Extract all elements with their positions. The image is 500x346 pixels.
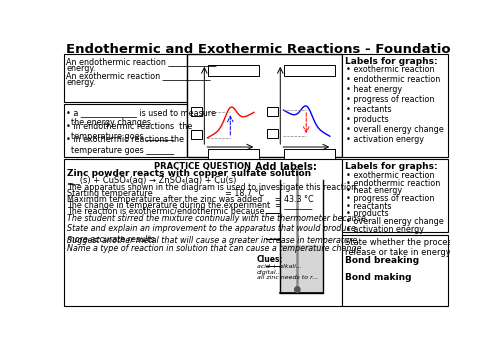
- Text: An endothermic reaction ____________: An endothermic reaction ____________: [66, 57, 217, 66]
- Text: • overall energy change: • overall energy change: [346, 217, 444, 226]
- Text: all zinc needs to r...: all zinc needs to r...: [257, 275, 318, 280]
- Bar: [267, 128, 278, 138]
- Text: The apparatus shown in the diagram is used to investigate this reaction.: The apparatus shown in the diagram is us…: [67, 183, 359, 192]
- Text: State and explain an improvement to the apparatus that would produce
more accura: State and explain an improvement to the …: [67, 225, 356, 244]
- Text: Bond breaking: Bond breaking: [344, 256, 418, 265]
- Text: • progress of reaction: • progress of reaction: [346, 95, 434, 104]
- Text: Add labels:: Add labels:: [256, 162, 318, 172]
- Text: Suggest another metal that will cause a greater increase in temperature.: Suggest another metal that will cause a …: [67, 236, 360, 245]
- Text: Zinc powder reacts with copper sulfate solution: Zinc powder reacts with copper sulfate s…: [67, 169, 312, 178]
- Text: • endothermic reaction: • endothermic reaction: [346, 179, 440, 188]
- Text: • overall energy change: • overall energy change: [346, 126, 444, 135]
- Text: • heat energy: • heat energy: [346, 85, 403, 94]
- Bar: [208, 65, 258, 76]
- Bar: [342, 235, 448, 307]
- Text: • activation energy: • activation energy: [346, 225, 424, 234]
- Text: Labels for graphs:: Labels for graphs:: [344, 57, 437, 66]
- Text: • a ______________ is used to measure
  the energy changes: • a ______________ is used to measure th…: [66, 108, 216, 127]
- Text: • in exothermic reactions the
  temperature goes _______: • in exothermic reactions the temperatur…: [66, 136, 184, 155]
- Text: • reactants: • reactants: [346, 202, 392, 211]
- Text: • heat energy: • heat energy: [346, 186, 403, 195]
- Text: Bond making: Bond making: [344, 273, 411, 282]
- Text: State whether the processes
release or take in energy.: State whether the processes release or t…: [344, 238, 466, 257]
- Text: • products: • products: [346, 116, 389, 125]
- Bar: [64, 54, 186, 102]
- Bar: [64, 159, 342, 307]
- Text: • endothermic reaction: • endothermic reaction: [346, 75, 440, 84]
- Bar: [342, 54, 448, 157]
- Text: An exothermic reaction ____________: An exothermic reaction ____________: [66, 71, 211, 80]
- Text: The reaction is exothermic/endothermic because...: The reaction is exothermic/endothermic b…: [67, 206, 272, 215]
- Text: ___(s) + CuSO₄(aq) → ZnSO₄(aq) + Cu(s): ___(s) + CuSO₄(aq) → ZnSO₄(aq) + Cu(s): [67, 176, 236, 185]
- Text: Maximum temperature after the zinc was added     = 43.3 °C: Maximum temperature after the zinc was a…: [67, 195, 314, 204]
- Text: digital...: digital...: [257, 270, 282, 275]
- Text: acid + alkali...: acid + alkali...: [257, 264, 302, 270]
- Bar: [191, 130, 202, 139]
- Text: energy.: energy.: [66, 78, 96, 87]
- Bar: [284, 149, 335, 160]
- Text: Endothermic and Exothermic Reactions - Foundation: Endothermic and Exothermic Reactions - F…: [66, 43, 460, 56]
- Bar: [64, 104, 186, 157]
- Text: • exothermic reaction: • exothermic reaction: [346, 171, 434, 180]
- Text: Name a type of reaction in solution that can cause a temperature change.: Name a type of reaction in solution that…: [67, 244, 364, 253]
- Bar: [342, 159, 448, 233]
- Text: The change in temperature during the experiment  = _______: The change in temperature during the exp…: [67, 201, 312, 210]
- Text: • activation energy: • activation energy: [346, 136, 424, 145]
- Text: Labels for graphs:: Labels for graphs:: [344, 162, 437, 171]
- Bar: [267, 107, 278, 116]
- Text: energy.: energy.: [66, 64, 96, 73]
- Bar: [191, 107, 202, 116]
- Circle shape: [294, 287, 300, 292]
- Text: • in endothermic reactions  the
  temperature goes _______: • in endothermic reactions the temperatu…: [66, 121, 192, 141]
- Text: The student stirred the mixture continually with the thermometer because...: The student stirred the mixture continua…: [67, 215, 374, 224]
- Text: Starting temperature                             = 18.7 °C: Starting temperature = 18.7 °C: [67, 189, 264, 198]
- Bar: [208, 149, 258, 160]
- Text: • products: • products: [346, 209, 389, 218]
- Bar: [186, 54, 342, 157]
- Text: • progress of reaction: • progress of reaction: [346, 194, 434, 203]
- Bar: [284, 65, 335, 76]
- Text: • exothermic reaction: • exothermic reaction: [346, 65, 434, 74]
- Text: PRACTICE QUESTION: PRACTICE QUESTION: [154, 162, 252, 171]
- Text: • reactants: • reactants: [346, 106, 392, 115]
- Text: Clues:: Clues:: [257, 255, 283, 264]
